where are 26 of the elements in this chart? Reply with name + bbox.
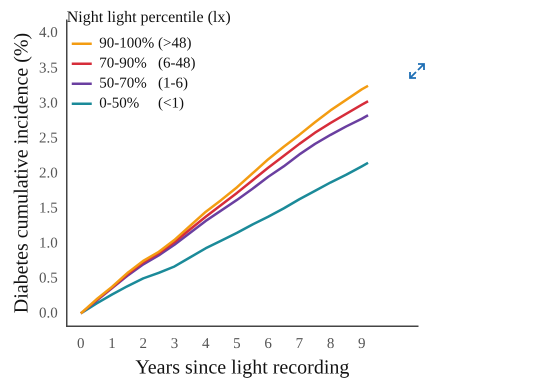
x-tick-label: 5 <box>233 336 241 352</box>
y-tick-label: 1.5 <box>39 200 58 216</box>
x-tick-label: 8 <box>326 336 334 352</box>
y-tick-label: 2.5 <box>39 130 58 146</box>
x-tick-label: 1 <box>108 336 116 352</box>
y-tick-label: 0.5 <box>39 270 58 286</box>
x-axis-title: Years since light recording <box>135 356 350 378</box>
legend-label: 90-100% (>48) <box>99 36 192 52</box>
legend-title: Night light percentile (lx) <box>66 9 231 26</box>
legend-label: 70-90% (6-48) <box>99 56 196 72</box>
y-tick-label: 2.0 <box>39 165 58 182</box>
y-tick-label: 3.5 <box>39 60 58 76</box>
x-tick-label: 0 <box>77 336 85 352</box>
x-tick-label: 4 <box>202 336 210 352</box>
x-tick-label: 7 <box>296 336 304 352</box>
x-tick-label: 3 <box>170 336 178 352</box>
legend-label: 0-50% (<1) <box>99 96 184 112</box>
y-tick-label: 0.0 <box>39 305 58 322</box>
y-tick-label: 4.0 <box>39 25 58 42</box>
x-tick-label: 2 <box>139 336 147 352</box>
x-tick-label: 6 <box>264 336 272 352</box>
x-tick-label: 9 <box>358 336 366 352</box>
y-tick-label: 3.0 <box>39 95 58 112</box>
y-tick-label: 1.0 <box>39 235 58 252</box>
y-axis-title: Diabetes cumulative incidence (%) <box>10 32 32 314</box>
legend-label: 50-70% (1-6) <box>99 76 188 92</box>
